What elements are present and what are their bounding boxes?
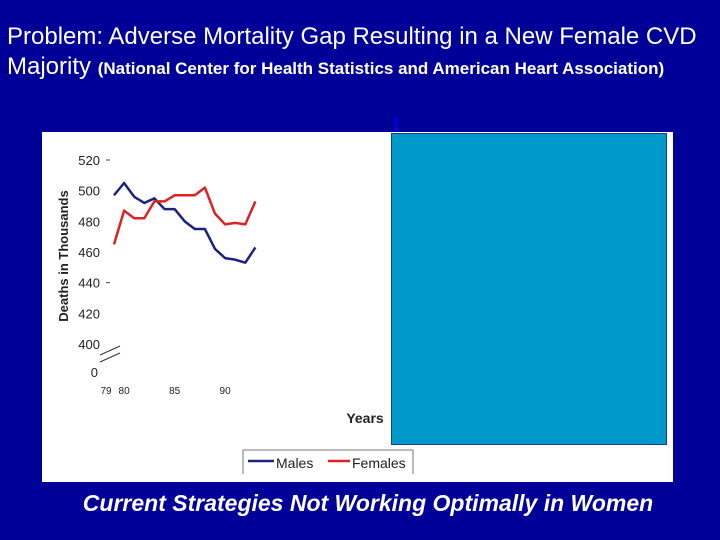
y-tick-label: 460 — [78, 245, 100, 260]
marker-bar — [394, 117, 398, 132]
y-tick-label: 500 — [78, 184, 100, 199]
y-tick-label: 480 — [78, 214, 100, 229]
x-tick-label: 90 — [220, 386, 232, 397]
axis-break-mark — [99, 345, 121, 356]
series-line-females — [112, 186, 257, 245]
y-tick-label: 520 — [78, 153, 100, 168]
legend-label-males: Males — [276, 455, 313, 471]
axis-break-mark — [99, 352, 121, 363]
y-tick-label: 420 — [78, 306, 100, 321]
legend-label-females: Females — [352, 455, 406, 471]
line-chart: 520 500 480 460 440 420 400 0 Deaths in Thousand… — [56, 153, 414, 474]
slide-title: Problem: Adverse Mortality Gap Resulting… — [7, 22, 713, 84]
y-tick-label: 400 — [78, 337, 100, 352]
y-tick-label: 440 — [78, 276, 100, 291]
x-tick-label: 80 — [119, 386, 131, 397]
title-source: (National Center for Health Statistics a… — [97, 59, 665, 78]
series-line-males — [113, 181, 257, 264]
title-main: Problem: Adverse Mortality Gap Resulting… — [7, 23, 697, 80]
footer-caption: Current Strategies Not Working Optimally… — [82, 490, 654, 516]
cover-overlay — [391, 133, 667, 445]
y-axis-title: Deaths in Thousands — [56, 190, 71, 321]
x-tick-label: 79 — [100, 386, 112, 397]
y-zero-label: 0 — [91, 365, 98, 380]
x-axis-title: Years — [346, 410, 384, 426]
x-tick-label: 85 — [169, 386, 181, 397]
